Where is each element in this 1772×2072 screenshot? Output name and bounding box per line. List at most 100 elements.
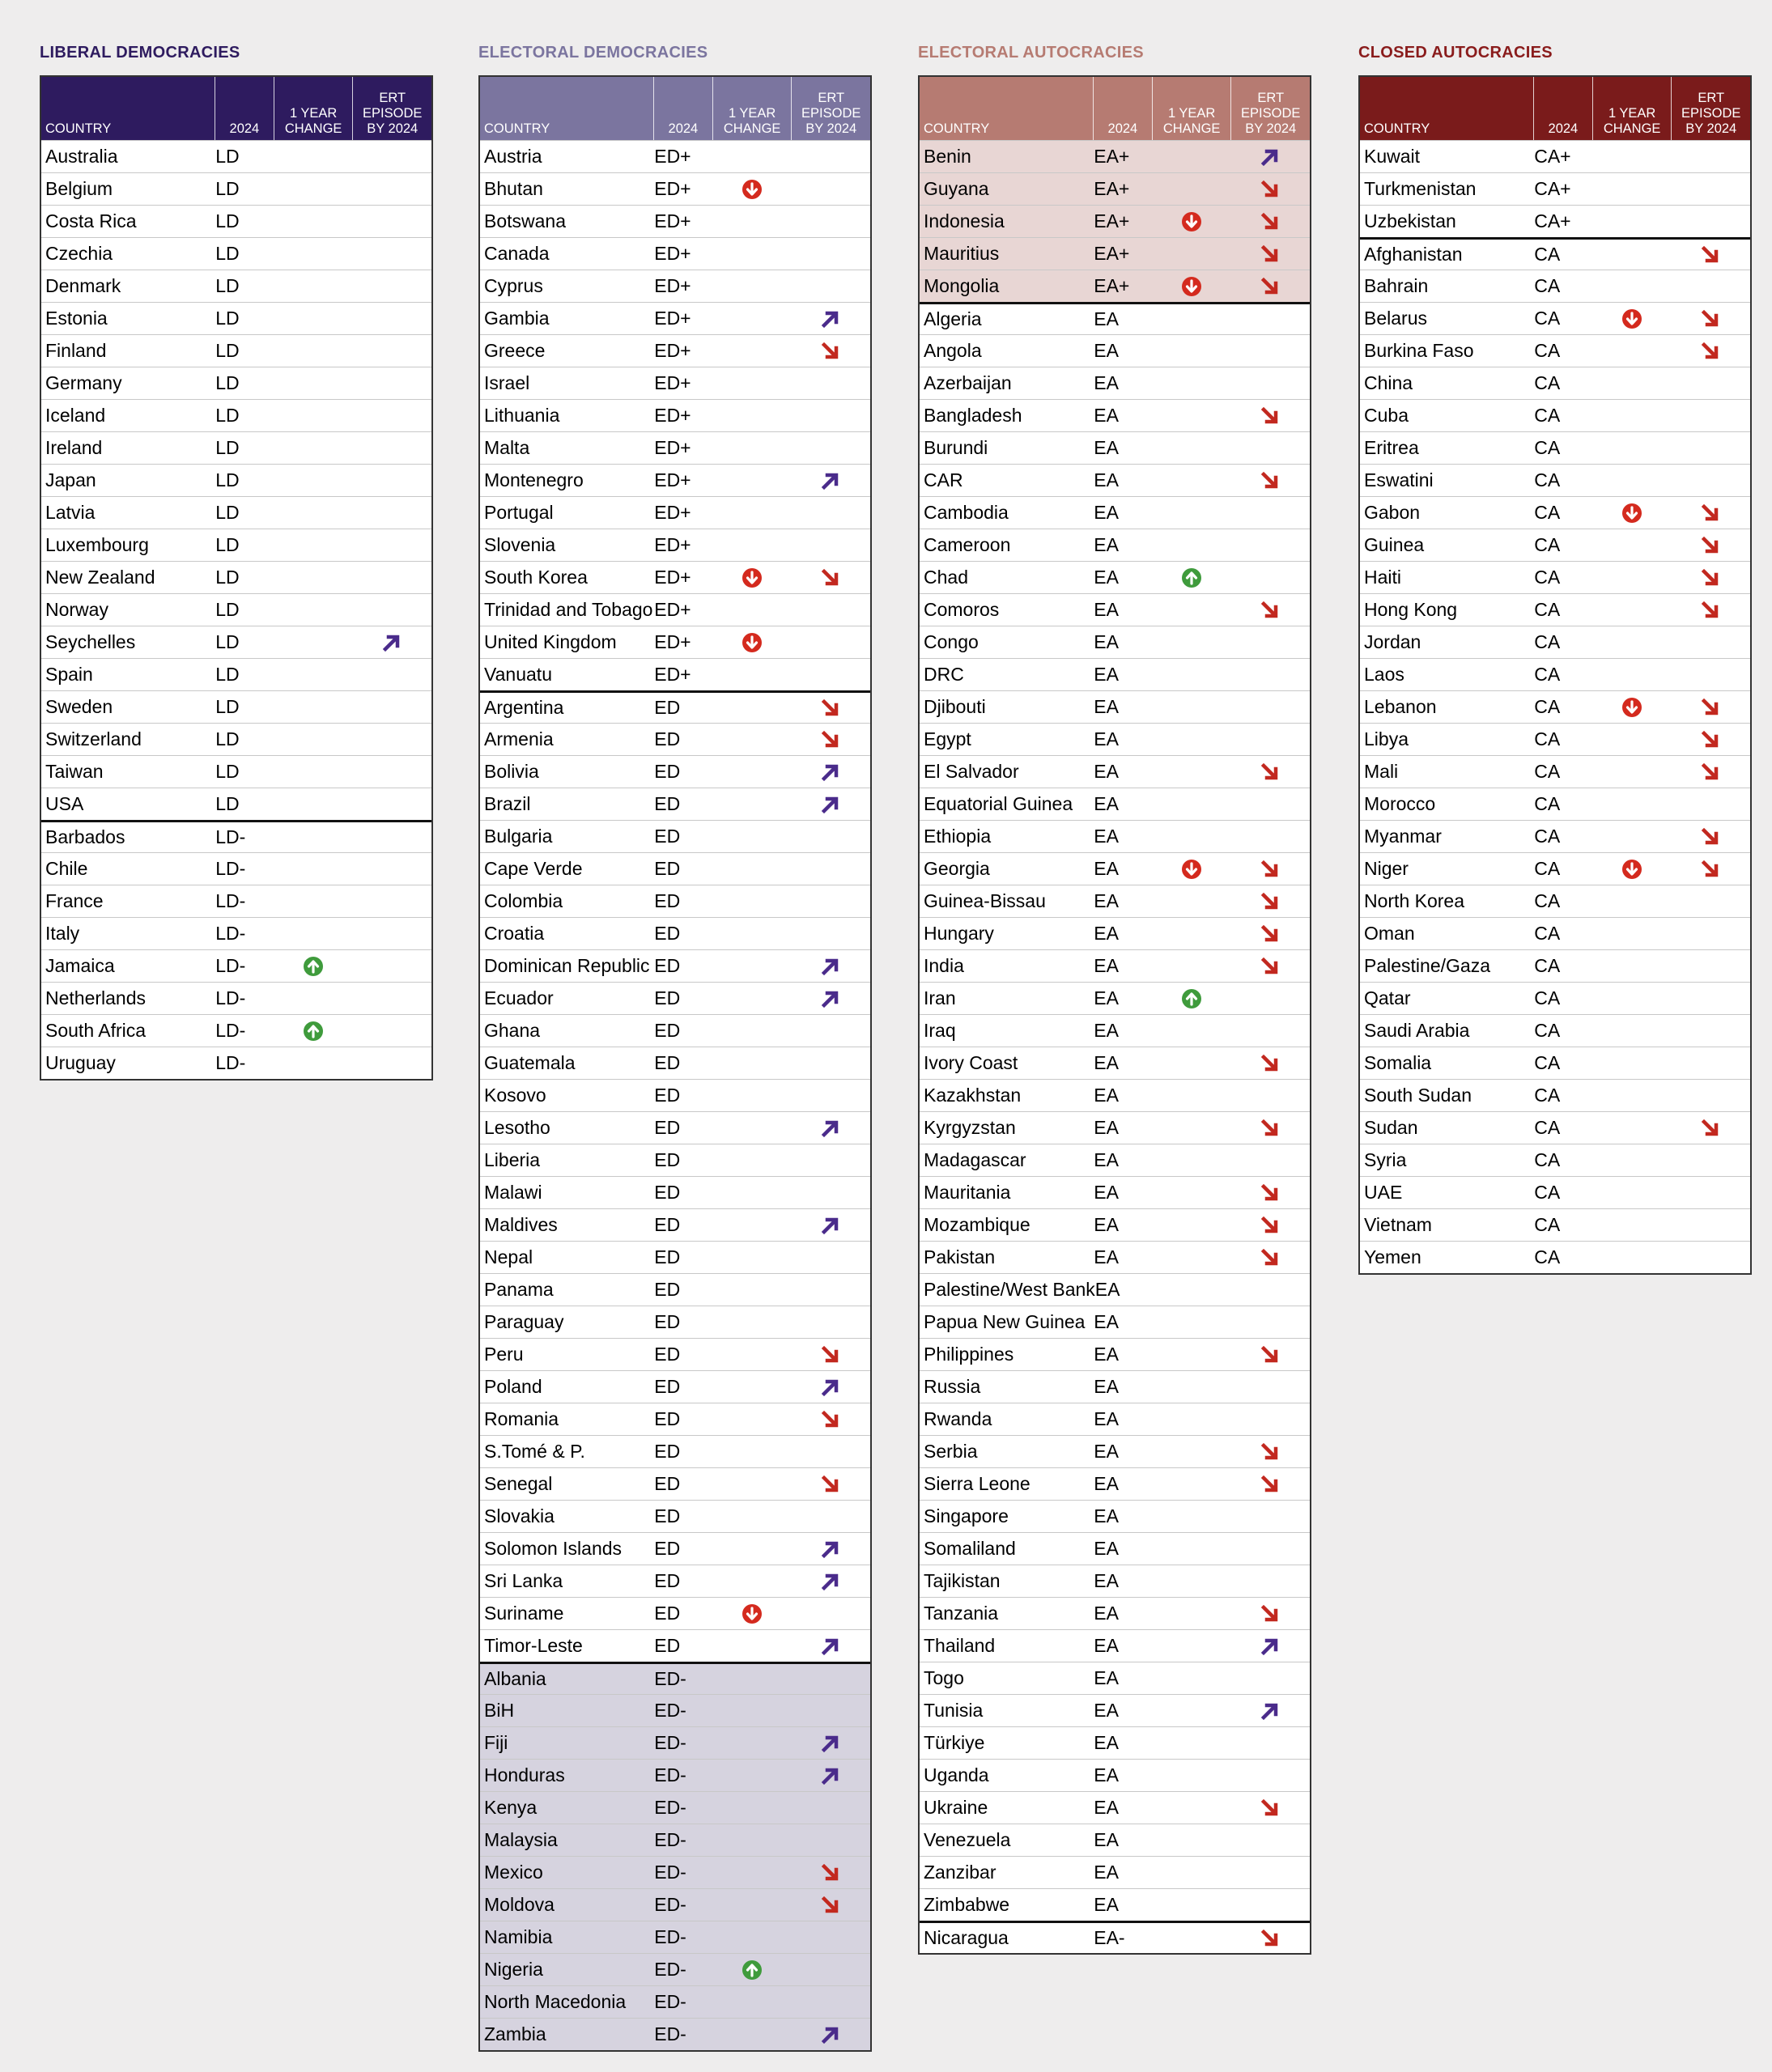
table-row: New Zealand LD: [41, 561, 431, 593]
table-row: Equatorial Guinea EA: [920, 788, 1310, 820]
ert-arrow: [1702, 536, 1719, 553]
ert-arrow: [1261, 1703, 1278, 1720]
ert-arrow: [822, 1217, 839, 1234]
class-cell: LD: [215, 761, 240, 782]
table-row: Senegal ED: [480, 1467, 870, 1500]
table-row: Benin EA+: [920, 140, 1310, 172]
ert-cell: [1231, 1052, 1310, 1075]
table-row: Thailand EA: [920, 1629, 1310, 1662]
class-cell: EA: [1094, 1052, 1119, 1073]
class-cell: CA: [1534, 372, 1561, 393]
table-row: Israel ED+: [480, 367, 870, 399]
class-cell: LD: [215, 631, 240, 652]
table-row: Somalia CA: [1360, 1047, 1750, 1079]
class-cell: ED: [654, 793, 681, 814]
country-cell: Indonesia: [924, 210, 1005, 231]
table-row: Eritrea CA: [1360, 431, 1750, 464]
country-cell: Somaliland: [924, 1538, 1016, 1559]
ert-arrow: [1261, 1183, 1278, 1200]
country-cell: Estonia: [45, 308, 108, 329]
change-icon: [742, 567, 763, 588]
class-cell: CA: [1534, 469, 1561, 490]
ert-cell: [1672, 826, 1750, 848]
header-text: CHANGE: [1162, 121, 1221, 136]
header-text: 2024: [229, 121, 260, 136]
table-row: Bhutan ED+: [480, 172, 870, 205]
table-row: Haiti CA: [1360, 561, 1750, 593]
country-cell: Cuba: [1364, 405, 1409, 426]
table-row: Somaliland EA: [920, 1532, 1310, 1565]
table-row: Chad EA: [920, 561, 1310, 593]
class-cell: ED-: [654, 1991, 686, 2012]
table-row: Argentina ED: [480, 690, 870, 723]
table-row: Liberia ED: [480, 1144, 870, 1176]
country-cell: Vanuatu: [484, 664, 552, 685]
class-cell: ED: [654, 1473, 681, 1494]
table-row: Yemen CA: [1360, 1241, 1750, 1273]
class-cell: EA: [1094, 1408, 1119, 1429]
class-cell: LD: [215, 275, 240, 296]
header-text: COUNTRY: [1364, 121, 1430, 136]
table-row: DRC EA: [920, 658, 1310, 690]
ert-arrow: [1702, 827, 1719, 844]
change-cell: [274, 1020, 353, 1042]
class-cell: EA+: [1094, 210, 1130, 231]
table-row: Ukraine EA: [920, 1791, 1310, 1824]
class-cell: ED: [654, 1570, 681, 1591]
ert-arrow: [1261, 1798, 1278, 1815]
ert-cell: [1231, 599, 1310, 622]
ert-cell: [792, 1635, 870, 1658]
country-cell: Mauritius: [924, 243, 1000, 264]
table-row: Bulgaria ED: [480, 820, 870, 852]
table-row: Gambia ED+: [480, 302, 870, 334]
table-row: Nepal ED: [480, 1241, 870, 1273]
change-cell: [274, 955, 353, 978]
ert-cell: [1231, 1635, 1310, 1658]
ert-arrow: [822, 730, 839, 747]
country-cell: Portugal: [484, 502, 554, 523]
country-cell: Georgia: [924, 858, 990, 879]
country-cell: Zambia: [484, 2023, 546, 2044]
class-cell: ED: [654, 890, 681, 911]
change-icon: [742, 1603, 763, 1624]
class-cell: EA: [1094, 1635, 1119, 1656]
ert-cell: [792, 697, 870, 720]
country-cell: Belgium: [45, 178, 113, 199]
class-cell: LD: [215, 502, 240, 523]
class-cell: ED: [654, 1020, 681, 1041]
country-cell: Iraq: [924, 1020, 956, 1041]
change-icon: [1622, 503, 1642, 523]
table-row: North Macedonia ED-: [480, 1985, 870, 2018]
class-cell: ED: [654, 1279, 681, 1300]
ert-cell: [792, 1376, 870, 1399]
country-cell: Haiti: [1364, 567, 1402, 588]
country-cell: Iceland: [45, 405, 106, 426]
section-title: ELECTORAL AUTOCRACIES: [918, 44, 1144, 62]
class-cell: CA: [1534, 1020, 1561, 1041]
ert-arrow: [1261, 1475, 1278, 1492]
country-cell: Saudi Arabia: [1364, 1020, 1470, 1041]
country-cell: Laos: [1364, 664, 1404, 685]
table-row: Georgia EA: [920, 852, 1310, 885]
table-row: Syria CA: [1360, 1144, 1750, 1176]
country-cell: Qatar: [1364, 987, 1411, 1008]
header-cell: 1 YEAR CHANGE: [273, 77, 353, 140]
change-cell: [713, 1603, 792, 1625]
class-cell: EA: [1094, 1311, 1119, 1332]
country-cell: Kazakhstan: [924, 1085, 1022, 1106]
class-cell: ED+: [654, 372, 691, 393]
header-text: ERT: [379, 91, 406, 105]
table-row: South Africa LD-: [41, 1014, 431, 1047]
class-cell: CA: [1534, 1182, 1561, 1203]
class-cell: CA: [1534, 1149, 1561, 1170]
table-row: Sierra Leone EA: [920, 1467, 1310, 1500]
header-text: ERT: [1698, 91, 1725, 105]
change-cell: [1153, 275, 1231, 298]
class-cell: EA+: [1094, 146, 1130, 167]
country-cell: North Korea: [1364, 890, 1465, 911]
class-cell: ED+: [654, 405, 691, 426]
table-row: Slovenia ED+: [480, 529, 870, 561]
change-cell: [1153, 858, 1231, 881]
class-cell: EA: [1094, 1797, 1119, 1818]
class-cell: EA: [1094, 793, 1119, 814]
